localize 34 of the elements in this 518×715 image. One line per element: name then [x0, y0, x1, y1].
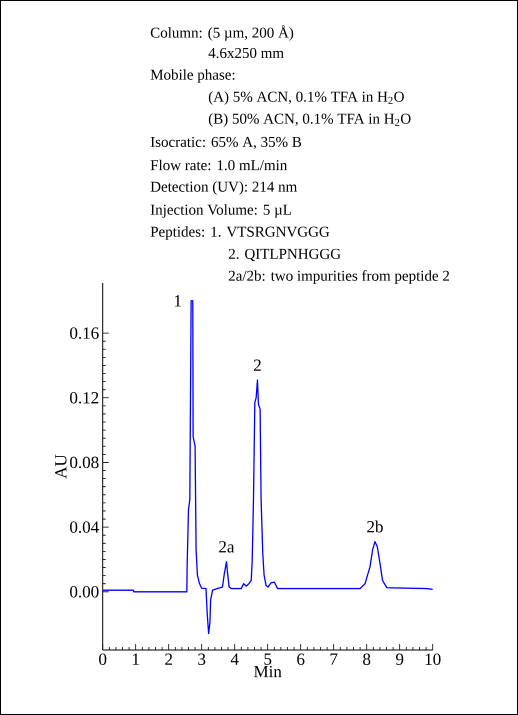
text: (A) 5% ACN, 0.1% TFA in H$_{2}$O — [208, 91, 404, 105]
x-tick-label: 9 — [396, 654, 404, 665]
x-tick-label: 1 — [132, 654, 139, 665]
x-tick-label: 2 — [165, 654, 172, 665]
text: 4.6x250 mm — [208, 48, 284, 58]
x-tick-label: 6 — [297, 654, 304, 665]
text: Detection (UV): 214 nm — [150, 181, 298, 195]
x-tick-label: 0 — [99, 654, 106, 666]
x-tick-label: 5 — [264, 654, 272, 665]
y-tick-label: 0.12 — [70, 392, 98, 404]
text: 2. QITLPNHGGG — [228, 248, 341, 262]
annotation: 2 — [254, 360, 261, 371]
text: Mobile phase: — [150, 69, 234, 83]
x-tick-label: 4 — [230, 654, 239, 665]
y-tick-label: 0.16 — [70, 327, 99, 339]
annotation: 2a/2b: two impurities from peptide 2 — [228, 270, 450, 284]
y-tick-label: 0.08 — [70, 456, 99, 468]
x-tick-label: 7 — [330, 654, 338, 665]
text: Peptides: 1. VTSRGNVGGG — [150, 226, 330, 240]
annotation: 2b — [367, 520, 383, 532]
annotation: 1 — [174, 295, 181, 306]
x-tick-label: 10 — [426, 654, 441, 666]
x-tick-label: 3 — [198, 654, 206, 665]
text: Flow rate: 1.0 mL/min — [150, 160, 288, 170]
y-tick-label: 0.00 — [70, 586, 99, 598]
text: Column: (5 µm, 200 Å) — [150, 25, 294, 41]
x-tick-label: 8 — [363, 654, 370, 666]
text: Isocratic: 65% A, 35% B — [150, 136, 302, 150]
text: (B) 50% ACN, 0.1% TFA in H$_{2}$O — [208, 113, 411, 127]
y-tick-label: 0.04 — [70, 521, 99, 533]
annotation: 2a — [219, 541, 234, 553]
text: Injection Volume: 5 µL — [150, 204, 291, 218]
x-axis-title: Min — [254, 666, 282, 678]
y-axis-title: AU — [55, 454, 67, 479]
